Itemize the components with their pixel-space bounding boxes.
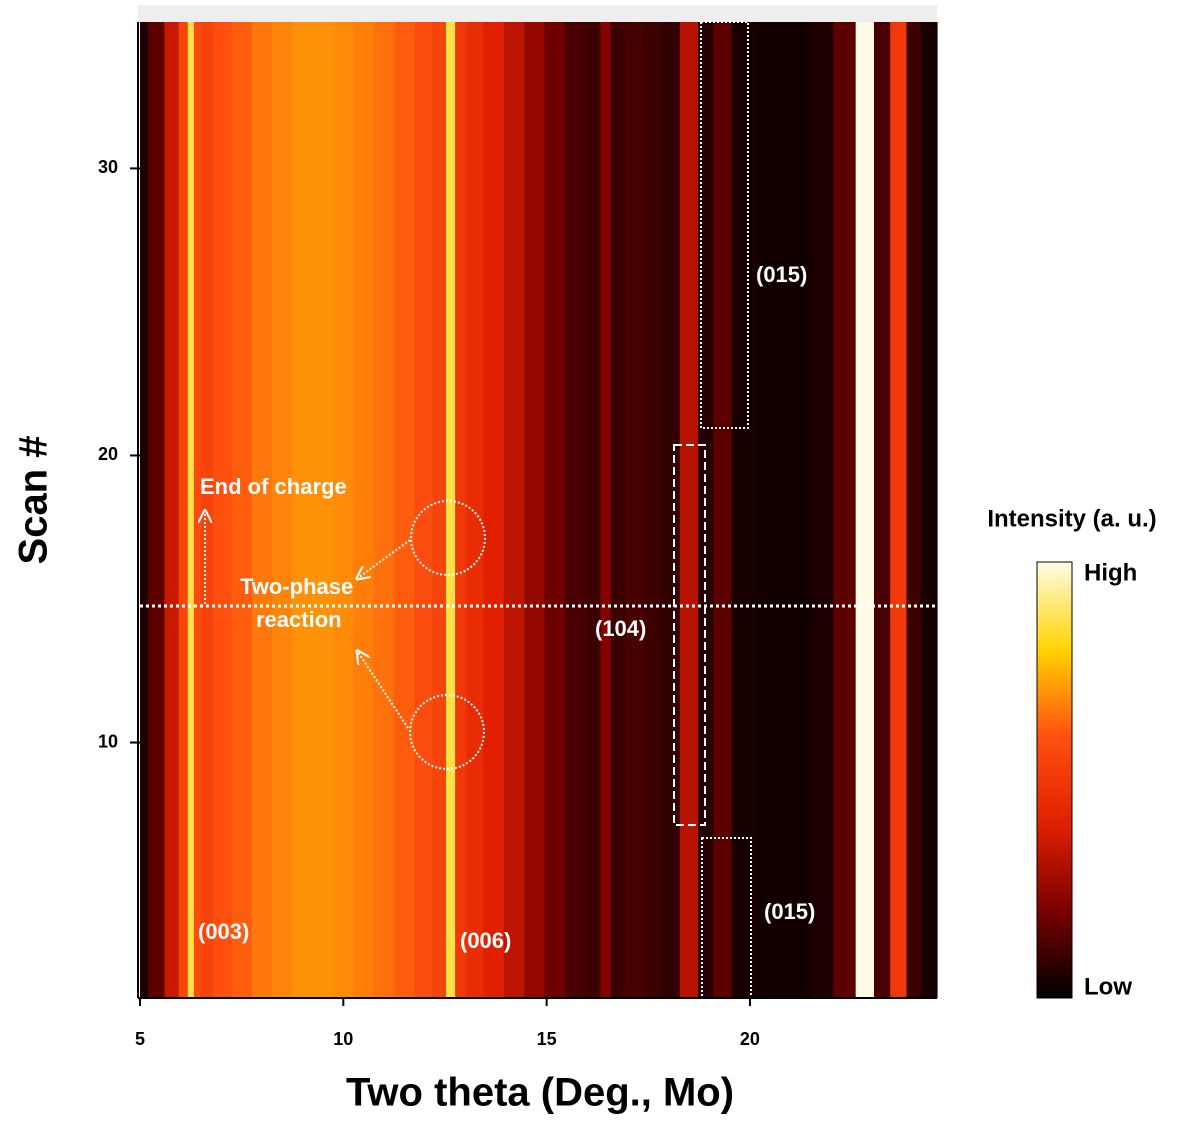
intensity-column <box>445 22 456 998</box>
intensity-column <box>890 22 908 998</box>
x-tick-label: 10 <box>333 1029 353 1049</box>
intensity-column <box>312 22 334 998</box>
intensity-column <box>920 22 938 998</box>
top-band <box>138 5 937 22</box>
intensity-column <box>731 22 757 998</box>
intensity-column <box>855 22 875 998</box>
intensity-column <box>251 22 273 998</box>
box-015-upper <box>700 21 749 429</box>
annotation: (003) <box>198 919 249 944</box>
intensity-column <box>698 22 714 998</box>
annotation: Two-phase <box>240 574 353 599</box>
intensity-column <box>906 22 922 998</box>
intensity-column <box>414 22 434 998</box>
intensity-column <box>193 22 202 998</box>
intensity-column <box>333 22 355 998</box>
annotation: (104) <box>595 616 646 641</box>
colorbar-scale <box>1036 561 1073 999</box>
intensity-column <box>231 22 253 998</box>
y-tick-label: 30 <box>98 157 118 177</box>
intensity-column <box>432 22 447 998</box>
annotation: (015) <box>764 899 815 924</box>
heatmap <box>140 22 938 998</box>
intensity-column <box>756 22 786 998</box>
annotation: (015) <box>756 262 807 287</box>
intensity-column <box>679 22 699 998</box>
intensity-column <box>483 22 505 998</box>
intensity-column <box>187 22 195 998</box>
y-tick-label: 10 <box>98 731 118 751</box>
intensity-column <box>660 22 681 998</box>
annotation: (006) <box>460 928 511 953</box>
box-104 <box>673 444 706 826</box>
colorbar-title: Intensity (a. u.) <box>987 505 1156 532</box>
intensity-column <box>178 22 189 998</box>
intensity-column <box>455 22 467 998</box>
circle <box>409 694 485 770</box>
annotation: End of charge <box>200 474 347 499</box>
x-tick-label: 15 <box>537 1029 557 1049</box>
intensity-column <box>373 22 395 998</box>
axes: 5 10 15 20 10 20 30 <box>98 22 937 1049</box>
intensity-column <box>148 22 165 998</box>
intensity-column <box>833 22 857 998</box>
intensity-column <box>394 22 416 998</box>
intensity-column <box>353 22 375 998</box>
colorbar-tick-label: Low <box>1084 973 1132 1000</box>
intensity-column <box>272 22 294 998</box>
intensity-column <box>213 22 233 998</box>
intensity-column <box>466 22 485 998</box>
colorbar-tick-label: High <box>1084 559 1137 586</box>
intensity-column <box>292 22 314 998</box>
intensity-column <box>164 22 180 998</box>
intensity-column <box>644 22 662 998</box>
y-tick-label: 20 <box>98 444 118 464</box>
x-axis-title: Two theta (Deg., Mo) <box>346 1071 734 1115</box>
intensity-column <box>524 22 546 998</box>
intensity-column <box>600 22 612 998</box>
colorbar: Low High <box>1036 559 1137 1000</box>
intensity-column <box>564 22 586 998</box>
intensity-column <box>503 22 525 998</box>
intensity-column <box>610 22 627 998</box>
x-tick-label: 5 <box>135 1029 145 1049</box>
intensity-column <box>810 22 834 998</box>
arrow <box>358 652 409 729</box>
intensity-column <box>585 22 602 998</box>
overlay: (003) (006) (104) (015) (015) End of cha… <box>140 21 937 999</box>
intensity-column <box>713 22 733 998</box>
circle <box>410 500 486 576</box>
intensity-column <box>544 22 566 998</box>
arrow <box>358 539 411 578</box>
intensity-column <box>625 22 645 998</box>
intensity-column <box>784 22 812 998</box>
intensity-column <box>140 22 149 998</box>
intensity-column <box>200 22 214 998</box>
x-tick-label: 20 <box>740 1029 760 1049</box>
intensity-column <box>873 22 891 998</box>
y-axis-title: Scan # <box>12 436 56 565</box>
annotation: reaction <box>256 607 342 632</box>
